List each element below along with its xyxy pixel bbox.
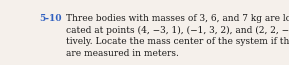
Text: are measured in meters.: are measured in meters. bbox=[66, 49, 179, 58]
Text: tively. Locate the mass center of the system if the distances: tively. Locate the mass center of the sy… bbox=[66, 37, 289, 46]
Text: cated at points (4, −3, 1), (−1, 3, 2), and (2, 2, −4), respec-: cated at points (4, −3, 1), (−1, 3, 2), … bbox=[66, 26, 289, 35]
Text: Three bodies with masses of 3, 6, and 7 kg are lo-: Three bodies with masses of 3, 6, and 7 … bbox=[66, 14, 289, 23]
Text: 5-10: 5-10 bbox=[39, 14, 61, 23]
